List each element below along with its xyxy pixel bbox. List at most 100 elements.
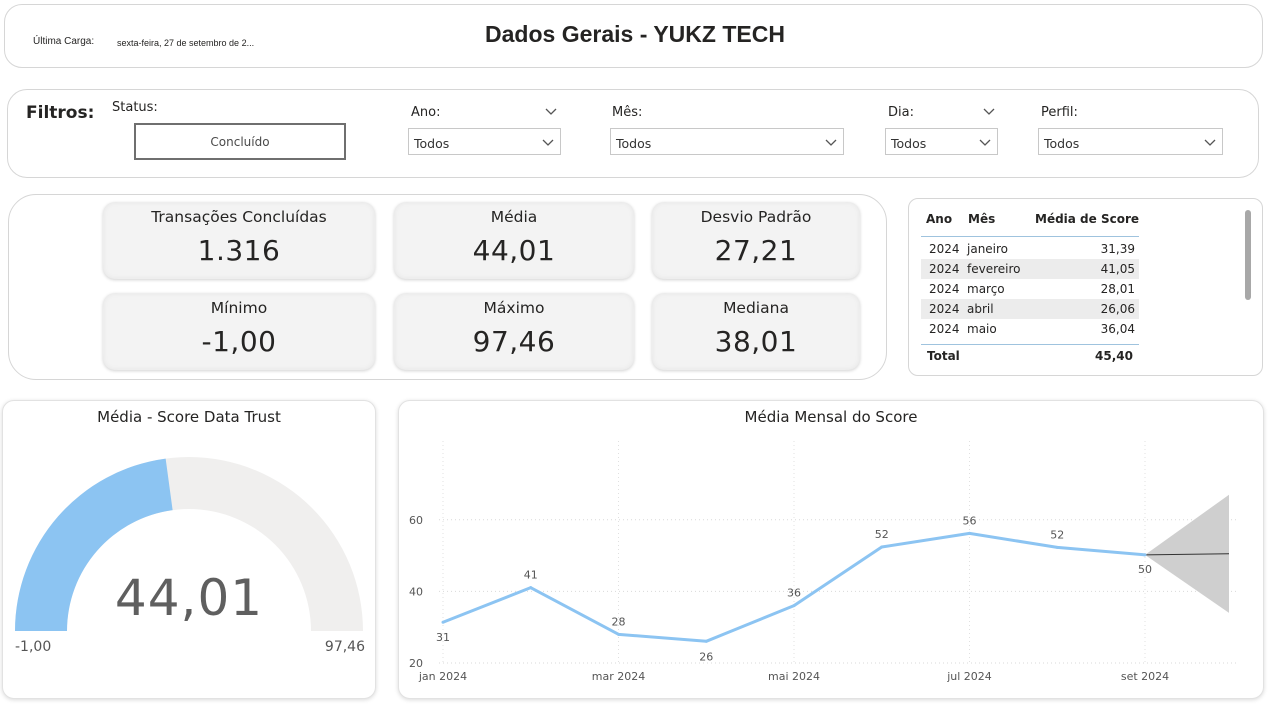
data-point (968, 531, 971, 535)
data-label: 52 (875, 528, 889, 541)
gauge-svg (15, 457, 363, 631)
kpi-value: 1.316 (197, 234, 281, 267)
table-cell-mes: março (967, 282, 1005, 296)
data-label: 41 (524, 569, 538, 582)
table-cell-ano: 2024 (929, 242, 960, 256)
data-label: 52 (1050, 528, 1064, 541)
last-load-label: Última Carga: (33, 36, 95, 47)
data-label: 36 (787, 587, 801, 600)
kpi-value: -1,00 (201, 325, 277, 358)
data-point (441, 620, 445, 624)
data-label: 28 (612, 615, 626, 628)
data-point (880, 545, 884, 549)
data-point (792, 604, 796, 608)
kpi-value: 38,01 (714, 325, 798, 358)
total-divider (921, 344, 1139, 345)
column-header-media-score[interactable]: Média de Score (1035, 212, 1140, 226)
kpi-value: 44,01 (472, 234, 556, 267)
table-cell-mes: janeiro (967, 242, 1009, 256)
mes-label: Mês: (612, 105, 643, 120)
table-cell-ano: 2024 (929, 282, 960, 296)
y-tick-label: 40 (409, 585, 423, 598)
kpi-card-desvio-padrao: Desvio Padrão 27,21 (652, 202, 860, 279)
table-row[interactable]: 2024 maio 36,04 (921, 319, 1139, 339)
data-point (1055, 545, 1059, 549)
status-slicer-button[interactable]: Concluído (134, 123, 346, 160)
header-divider (921, 236, 1139, 237)
data-label: 50 (1138, 563, 1152, 576)
last-load-value: sexta-feira, 27 de setembro de 2... (117, 38, 255, 48)
forecast-band (1145, 494, 1229, 613)
perfil-dropdown-value: Todos (1044, 136, 1080, 151)
x-tick-label: mai 2024 (768, 670, 820, 683)
perfil-label: Perfil: (1041, 105, 1078, 120)
gauge-fill (15, 458, 173, 631)
table-row[interactable]: 2024 fevereiro 41,05 (921, 259, 1139, 279)
kpi-label: Transações Concluídas (151, 208, 327, 226)
table-cell-mes: abril (967, 302, 994, 316)
total-label: Total (927, 349, 960, 363)
dia-collapse-chevron-icon[interactable] (983, 108, 995, 115)
x-tick-label: mar 2024 (592, 670, 645, 683)
table-cell-score: 26,06 (1100, 302, 1135, 316)
mes-dropdown-value: Todos (616, 136, 652, 151)
ano-label: Ano: (411, 105, 441, 120)
table-cell-ano: 2024 (929, 262, 960, 276)
dia-dropdown-value: Todos (891, 136, 927, 151)
line-chart-card: Média Mensal do Score 20 40 60 jan 2024 mar … (398, 400, 1264, 699)
data-point (529, 586, 533, 590)
ano-collapse-chevron-icon[interactable] (545, 108, 557, 115)
line-chart-svg: 20 40 60 jan 2024 mar 2024 mai 2024 jul 2024 se… (409, 441, 1239, 683)
column-header-mes[interactable]: Mês (968, 212, 996, 226)
kpi-label: Média (490, 208, 538, 226)
ano-dropdown[interactable]: Todos (408, 128, 561, 155)
chevron-down-icon (542, 139, 554, 146)
table-cell-score: 31,39 (1100, 242, 1135, 256)
header-bar: Última Carga: sexta-feira, 27 de setembr… (4, 4, 1263, 68)
y-tick-label: 60 (409, 514, 423, 527)
table-row[interactable]: 2024 março 28,01 (921, 279, 1139, 299)
kpi-card-media: Média 44,01 (394, 202, 634, 279)
kpi-label: Mediana (723, 299, 789, 317)
x-tick-label: jan 2024 (418, 670, 467, 683)
page-title: Dados Gerais - YUKZ TECH (485, 21, 785, 47)
table-row[interactable]: 2024 abril 26,06 (921, 299, 1139, 319)
kpi-label: Máximo (483, 299, 545, 317)
table-row[interactable]: 2024 janeiro 31,39 (921, 239, 1139, 259)
gauge-card: Média - Score Data Trust 44,01 -1,00 97,… (2, 400, 376, 699)
column-header-ano[interactable]: Ano (926, 212, 953, 226)
status-label: Status: (112, 100, 158, 115)
dia-dropdown[interactable]: Todos (885, 128, 998, 155)
kpi-label: Desvio Padrão (700, 208, 812, 226)
table-cell-ano: 2024 (929, 322, 960, 336)
filters-title: Filtros: (26, 103, 95, 123)
perfil-dropdown[interactable]: Todos (1038, 128, 1223, 155)
table-cell-score: 28,01 (1100, 282, 1135, 296)
data-point (1143, 553, 1147, 557)
dia-label: Dia: (888, 105, 914, 120)
chevron-down-icon (825, 139, 837, 146)
kpi-group: Transações Concluídas 1.316 Média 44,01 … (8, 194, 887, 380)
y-tick-label: 20 (409, 657, 423, 670)
mes-dropdown[interactable]: Todos (610, 128, 844, 155)
table-cell-ano: 2024 (929, 302, 960, 316)
data-label: 31 (436, 631, 450, 644)
x-tick-label: jul 2024 (946, 670, 992, 683)
ano-dropdown-value: Todos (414, 136, 450, 151)
data-point (617, 632, 620, 636)
kpi-card-mediana: Mediana 38,01 (652, 293, 860, 370)
total-value: 45,40 (1095, 349, 1133, 363)
chevron-down-icon (1204, 139, 1216, 146)
forecast-line (1144, 553, 1230, 556)
chevron-down-icon (979, 139, 991, 146)
data-label: 26 (699, 650, 713, 663)
kpi-card-maximo: Máximo 97,46 (394, 293, 634, 370)
filters-panel: Filtros: Status: Concluído Ano: Todos Mê… (7, 89, 1259, 178)
table-cell-score: 41,05 (1100, 262, 1135, 276)
table-cell-mes: maio (967, 322, 997, 336)
gauge-title: Média - Score Data Trust (97, 408, 281, 426)
data-label: 56 (963, 514, 977, 527)
kpi-card-transacoes: Transações Concluídas 1.316 (103, 202, 375, 279)
table-scrollbar[interactable] (1245, 210, 1251, 300)
gauge-value-label: 44,01 (114, 569, 264, 627)
